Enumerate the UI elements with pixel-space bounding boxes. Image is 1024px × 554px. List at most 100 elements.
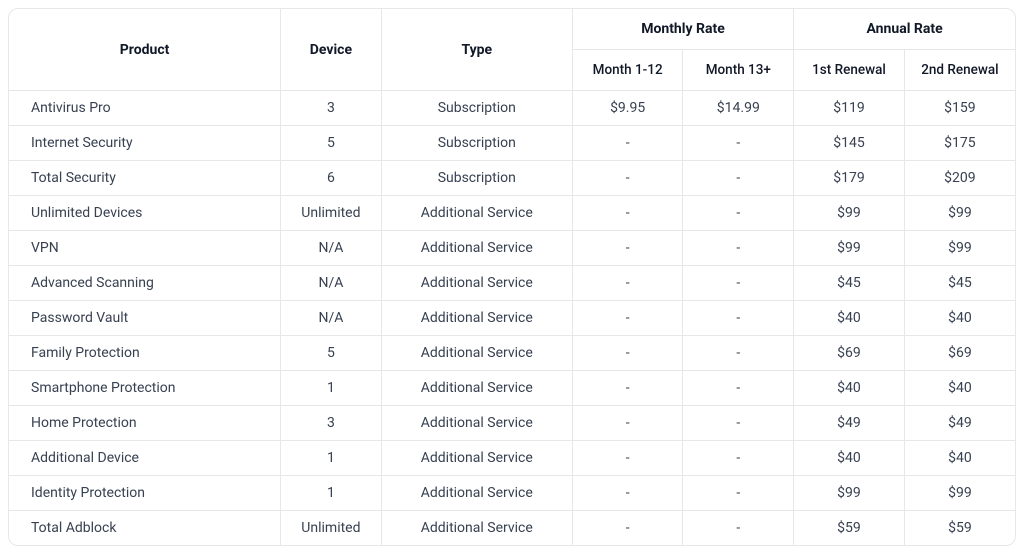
cell-product: Total Security [9,161,281,196]
cell-device: 1 [281,441,382,476]
cell-product: Unlimited Devices [9,196,281,231]
table-row: Total AdblockUnlimitedAdditional Service… [9,511,1015,546]
table-row: Password VaultN/AAdditional Service--$40… [9,301,1015,336]
cell-device: 5 [281,336,382,371]
cell-product: Advanced Scanning [9,266,281,301]
cell-product: Antivirus Pro [9,91,281,126]
table-row: Antivirus Pro3Subscription$9.95$14.99$11… [9,91,1015,126]
cell-product: Password Vault [9,301,281,336]
cell-first-renewal: $40 [794,371,905,406]
cell-month-13: - [683,476,794,511]
cell-second-renewal: $40 [904,371,1015,406]
cell-month-1-12: - [572,196,683,231]
table-row: Unlimited DevicesUnlimitedAdditional Ser… [9,196,1015,231]
cell-first-renewal: $179 [794,161,905,196]
cell-type: Additional Service [381,441,572,476]
cell-month-1-12: - [572,441,683,476]
cell-month-1-12: - [572,371,683,406]
cell-type: Additional Service [381,336,572,371]
cell-product: Internet Security [9,126,281,161]
cell-product: Smartphone Protection [9,371,281,406]
table-row: Home Protection3Additional Service--$49$… [9,406,1015,441]
cell-device: 3 [281,91,382,126]
cell-month-13: - [683,441,794,476]
cell-month-1-12: - [572,161,683,196]
cell-month-13: - [683,511,794,546]
cell-month-13: - [683,371,794,406]
cell-type: Additional Service [381,196,572,231]
cell-type: Subscription [381,161,572,196]
cell-month-13: - [683,161,794,196]
col-header-month-13: Month 13+ [683,50,794,91]
cell-second-renewal: $175 [904,126,1015,161]
cell-product: Additional Device [9,441,281,476]
col-header-annual-rate: Annual Rate [794,9,1015,50]
cell-month-1-12: - [572,126,683,161]
col-header-month-1-12: Month 1-12 [572,50,683,91]
cell-device: Unlimited [281,511,382,546]
cell-month-13: - [683,231,794,266]
cell-first-renewal: $119 [794,91,905,126]
cell-second-renewal: $99 [904,196,1015,231]
cell-product: Family Protection [9,336,281,371]
cell-first-renewal: $49 [794,406,905,441]
col-header-device: Device [281,9,382,91]
cell-first-renewal: $40 [794,441,905,476]
table-row: Identity Protection1Additional Service--… [9,476,1015,511]
cell-second-renewal: $49 [904,406,1015,441]
cell-product: VPN [9,231,281,266]
cell-type: Additional Service [381,266,572,301]
cell-second-renewal: $59 [904,511,1015,546]
cell-month-13: $14.99 [683,91,794,126]
cell-month-13: - [683,336,794,371]
cell-month-1-12: - [572,301,683,336]
table-header: Product Device Type Monthly Rate Annual … [9,9,1015,91]
cell-second-renewal: $99 [904,476,1015,511]
cell-first-renewal: $99 [794,476,905,511]
col-header-monthly-rate: Monthly Rate [572,9,793,50]
table-row: Smartphone Protection1Additional Service… [9,371,1015,406]
cell-first-renewal: $145 [794,126,905,161]
cell-type: Subscription [381,91,572,126]
cell-month-1-12: - [572,406,683,441]
cell-second-renewal: $209 [904,161,1015,196]
pricing-table: Product Device Type Monthly Rate Annual … [9,9,1015,545]
cell-first-renewal: $40 [794,301,905,336]
cell-device: 1 [281,371,382,406]
cell-month-13: - [683,266,794,301]
cell-type: Additional Service [381,371,572,406]
cell-device: 1 [281,476,382,511]
table-row: Family Protection5Additional Service--$6… [9,336,1015,371]
cell-second-renewal: $45 [904,266,1015,301]
cell-device: N/A [281,231,382,266]
col-header-product: Product [9,9,281,91]
cell-type: Subscription [381,126,572,161]
cell-month-13: - [683,126,794,161]
cell-device: N/A [281,301,382,336]
cell-second-renewal: $159 [904,91,1015,126]
cell-product: Identity Protection [9,476,281,511]
cell-second-renewal: $40 [904,301,1015,336]
cell-month-13: - [683,301,794,336]
cell-device: N/A [281,266,382,301]
cell-device: 6 [281,161,382,196]
cell-month-13: - [683,406,794,441]
cell-month-1-12: - [572,336,683,371]
pricing-table-container: Product Device Type Monthly Rate Annual … [8,8,1016,546]
cell-product: Total Adblock [9,511,281,546]
cell-type: Additional Service [381,511,572,546]
cell-type: Additional Service [381,476,572,511]
cell-type: Additional Service [381,301,572,336]
table-row: Internet Security5Subscription--$145$175 [9,126,1015,161]
table-row: Total Security6Subscription--$179$209 [9,161,1015,196]
cell-product: Home Protection [9,406,281,441]
cell-month-1-12: - [572,511,683,546]
cell-type: Additional Service [381,406,572,441]
table-row: VPNN/AAdditional Service--$99$99 [9,231,1015,266]
col-header-type: Type [381,9,572,91]
cell-first-renewal: $45 [794,266,905,301]
cell-month-1-12: $9.95 [572,91,683,126]
col-header-first-renewal: 1st Renewal [794,50,905,91]
cell-second-renewal: $69 [904,336,1015,371]
cell-month-13: - [683,196,794,231]
